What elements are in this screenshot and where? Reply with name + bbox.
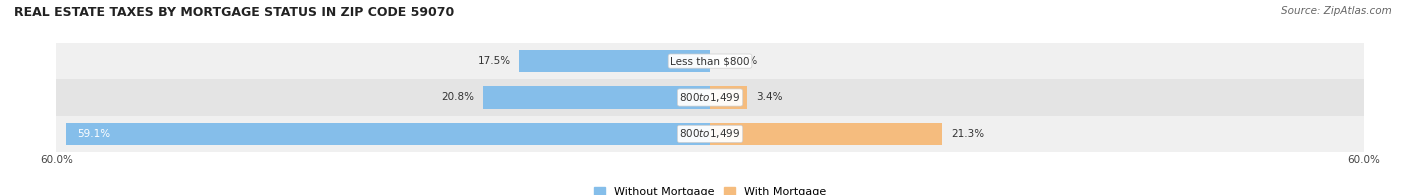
Text: $800 to $1,499: $800 to $1,499 [679,127,741,140]
Text: 3.4%: 3.4% [756,92,782,103]
Text: 59.1%: 59.1% [77,129,110,139]
Bar [66,123,710,145]
Text: Source: ZipAtlas.com: Source: ZipAtlas.com [1281,6,1392,16]
Bar [519,50,710,72]
Text: 20.8%: 20.8% [441,92,475,103]
Text: REAL ESTATE TAXES BY MORTGAGE STATUS IN ZIP CODE 59070: REAL ESTATE TAXES BY MORTGAGE STATUS IN … [14,6,454,19]
Text: Less than $800: Less than $800 [671,56,749,66]
Bar [56,116,1364,152]
Bar [56,43,1364,79]
Text: $800 to $1,499: $800 to $1,499 [679,91,741,104]
Legend: Without Mortgage, With Mortgage: Without Mortgage, With Mortgage [589,182,831,195]
Bar [484,86,710,109]
Text: 21.3%: 21.3% [950,129,984,139]
Bar [56,79,1364,116]
Bar [710,123,942,145]
Bar [710,86,747,109]
Text: 0.0%: 0.0% [731,56,758,66]
Text: 17.5%: 17.5% [478,56,510,66]
